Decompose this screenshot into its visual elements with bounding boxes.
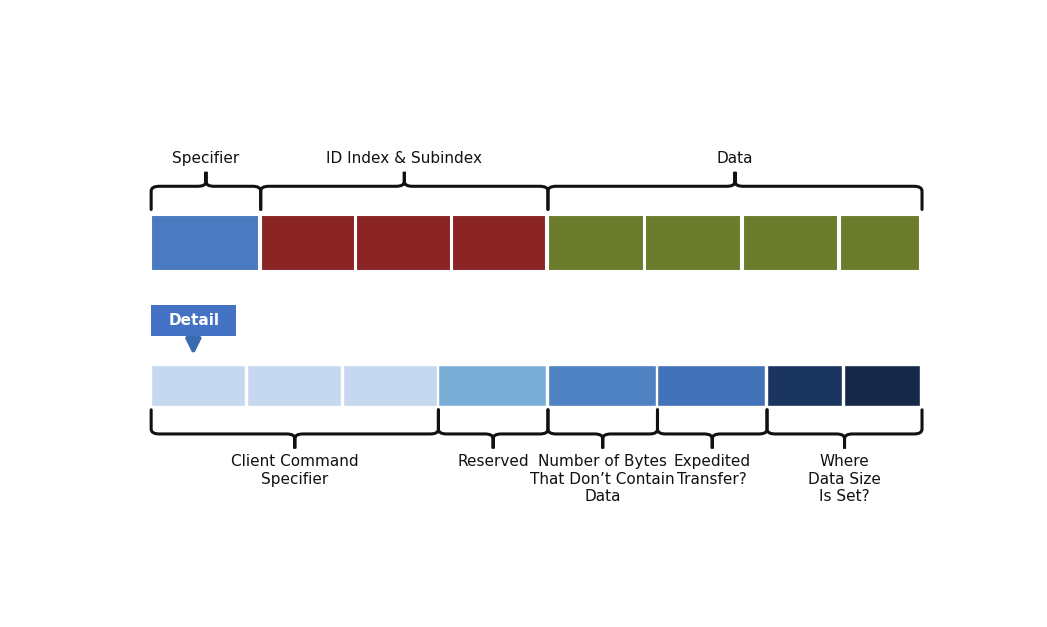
Bar	[452, 215, 547, 271]
Text: Expedited
Transfer?: Expedited Transfer?	[673, 454, 751, 487]
Bar	[261, 215, 355, 271]
Bar	[356, 215, 450, 271]
Bar	[151, 365, 245, 406]
Bar	[151, 215, 259, 271]
Text: Reserved: Reserved	[458, 454, 529, 469]
Text: Number of Bytes
That Don’t Contain
Data: Number of Bytes That Don’t Contain Data	[531, 454, 675, 504]
Bar	[658, 365, 765, 406]
Bar	[840, 215, 920, 271]
Bar	[645, 215, 741, 271]
Bar	[767, 365, 843, 406]
Bar	[742, 215, 839, 271]
Bar	[151, 305, 237, 336]
Text: Data: Data	[717, 151, 753, 166]
Bar	[548, 365, 655, 406]
Text: Where
Data Size
Is Set?: Where Data Size Is Set?	[808, 454, 881, 504]
Bar	[247, 365, 341, 406]
Bar	[342, 365, 437, 406]
Text: ID Index & Subindex: ID Index & Subindex	[327, 151, 483, 166]
Bar	[439, 365, 547, 406]
Bar	[548, 215, 644, 271]
Text: Client Command
Specifier: Client Command Specifier	[231, 454, 358, 487]
Text: Detail: Detail	[169, 313, 219, 328]
Bar	[844, 365, 920, 406]
Text: Specifier: Specifier	[173, 151, 240, 166]
